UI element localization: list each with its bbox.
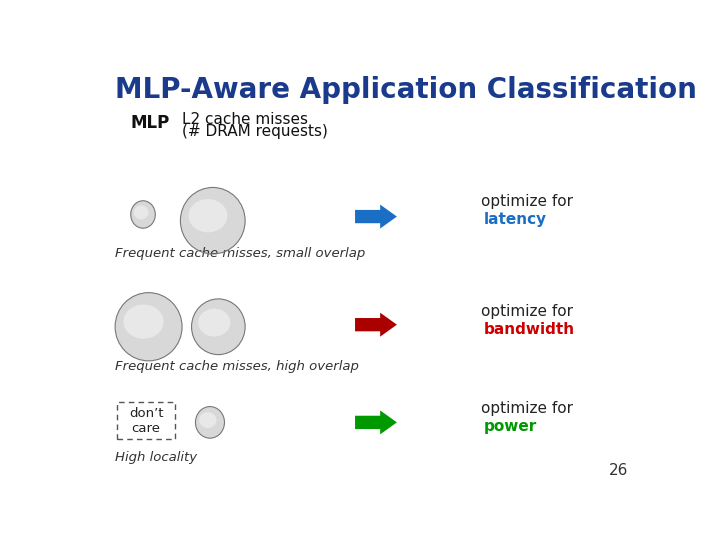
Ellipse shape (131, 201, 156, 228)
FancyArrow shape (355, 313, 397, 336)
Text: 26: 26 (609, 463, 629, 478)
Text: latency: latency (483, 212, 546, 227)
Ellipse shape (198, 309, 230, 336)
Text: bandwidth: bandwidth (483, 322, 575, 337)
Text: High locality: High locality (115, 451, 197, 464)
Text: optimize for: optimize for (481, 304, 572, 319)
Ellipse shape (195, 407, 225, 438)
Text: L2 cache misses: L2 cache misses (182, 112, 308, 127)
Bar (117, 402, 176, 439)
Ellipse shape (189, 199, 228, 232)
Text: power: power (483, 419, 536, 434)
Text: MLP-Aware Application Classification: MLP-Aware Application Classification (115, 76, 697, 104)
Ellipse shape (134, 206, 148, 219)
Text: optimize for: optimize for (481, 401, 572, 416)
Text: care: care (132, 422, 161, 435)
Ellipse shape (199, 412, 217, 428)
Text: (# DRAM requests): (# DRAM requests) (182, 124, 328, 139)
Text: Frequent cache misses, high overlap: Frequent cache misses, high overlap (115, 360, 359, 373)
Text: don’t: don’t (129, 408, 163, 421)
Ellipse shape (115, 293, 182, 361)
FancyArrow shape (355, 205, 397, 228)
Ellipse shape (181, 187, 245, 254)
Ellipse shape (124, 305, 163, 339)
FancyArrow shape (355, 410, 397, 434)
Text: optimize for: optimize for (481, 194, 572, 208)
Ellipse shape (192, 299, 245, 355)
Text: Frequent cache misses, small overlap: Frequent cache misses, small overlap (115, 247, 365, 260)
Text: MLP: MLP (130, 114, 169, 132)
